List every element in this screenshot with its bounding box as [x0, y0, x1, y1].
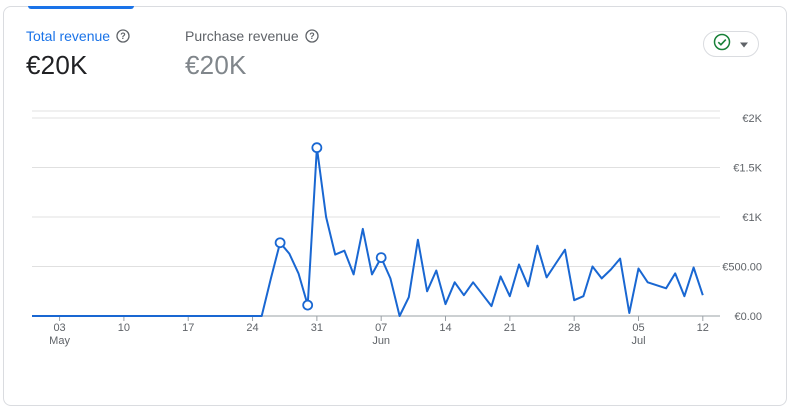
check-circle-icon [713, 33, 731, 56]
x-tick-month-label: Jun [372, 335, 390, 347]
x-tick-label: 12 [697, 322, 709, 334]
svg-text:?: ? [120, 31, 126, 41]
data-point-marker [274, 237, 286, 249]
comparison-toggle-button[interactable] [703, 31, 759, 57]
x-tick-label: 05 [632, 322, 644, 334]
metric-label: Purchase revenue [185, 28, 299, 44]
y-tick-label: €500.00 [722, 262, 762, 274]
x-tick-label: 07 [375, 322, 387, 334]
metric-total-revenue[interactable]: Total revenue ? €20K [26, 28, 130, 81]
x-tick-label: 24 [246, 322, 258, 334]
data-point-marker [375, 252, 387, 263]
y-tick-label: €1K [742, 212, 762, 224]
x-tick-label: 28 [568, 322, 580, 334]
help-circle-icon[interactable]: ? [304, 29, 319, 43]
x-tick-month-label: Jul [631, 335, 645, 347]
svg-text:?: ? [309, 31, 315, 41]
data-point-marker [302, 299, 314, 311]
metric-value: €20K [185, 50, 247, 80]
help-circle-icon[interactable]: ? [116, 29, 130, 43]
data-point-marker [311, 142, 323, 154]
y-tick-label: €2K [742, 113, 762, 125]
metric-label: Total revenue [26, 28, 111, 44]
x-tick-month-label: May [49, 335, 70, 347]
x-tick-label: 21 [504, 322, 516, 334]
x-tick-label: 03 [53, 322, 65, 334]
x-tick-label: 17 [182, 322, 194, 334]
x-tick-label: 10 [118, 322, 130, 334]
metric-purchase-revenue[interactable]: Purchase revenue ? €20K [185, 28, 319, 81]
revenue-card [3, 6, 787, 406]
y-tick-label: €1.5K [733, 163, 762, 175]
active-metric-indicator [28, 6, 134, 9]
y-tick-label: €0.00 [734, 311, 762, 323]
caret-down-icon [739, 35, 749, 53]
x-tick-label: 14 [439, 322, 451, 334]
metric-value: €20K [26, 50, 88, 80]
revenue-series-line [32, 146, 704, 317]
x-tick-label: 31 [311, 322, 323, 334]
